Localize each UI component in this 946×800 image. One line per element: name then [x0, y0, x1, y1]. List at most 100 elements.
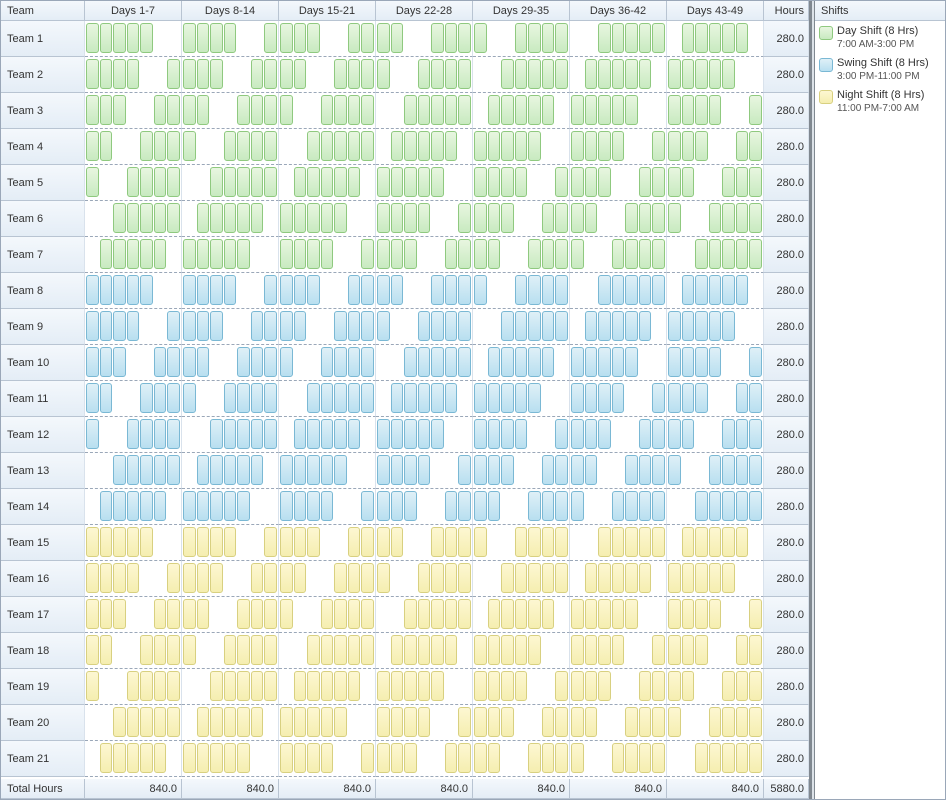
- shift-block[interactable]: [321, 599, 334, 629]
- shift-block[interactable]: [210, 743, 223, 773]
- shift-block[interactable]: [264, 383, 277, 413]
- shift-block[interactable]: [528, 599, 541, 629]
- shift-block[interactable]: [210, 671, 223, 701]
- shift-block[interactable]: [474, 383, 487, 413]
- shift-block[interactable]: [501, 167, 514, 197]
- shift-block[interactable]: [264, 563, 277, 593]
- shift-block[interactable]: [542, 239, 555, 269]
- shift-block[interactable]: [167, 311, 180, 341]
- shift-block[interactable]: [501, 95, 514, 125]
- shift-block[interactable]: [264, 671, 277, 701]
- shift-block[interactable]: [668, 563, 681, 593]
- shift-block[interactable]: [377, 203, 390, 233]
- shift-block[interactable]: [528, 311, 541, 341]
- shift-block[interactable]: [167, 131, 180, 161]
- shift-block[interactable]: [348, 167, 361, 197]
- shift-block[interactable]: [639, 23, 652, 53]
- shift-block[interactable]: [100, 275, 113, 305]
- shift-block[interactable]: [251, 131, 264, 161]
- shift-block[interactable]: [280, 239, 293, 269]
- shift-block[interactable]: [280, 563, 293, 593]
- shift-block[interactable]: [501, 599, 514, 629]
- table-row[interactable]: Team 14280.0: [1, 489, 809, 525]
- shift-block[interactable]: [625, 203, 638, 233]
- shift-block[interactable]: [445, 527, 458, 557]
- shift-block[interactable]: [722, 311, 735, 341]
- shift-block[interactable]: [334, 167, 347, 197]
- shift-block[interactable]: [528, 59, 541, 89]
- shift-block[interactable]: [348, 95, 361, 125]
- shift-block[interactable]: [361, 563, 374, 593]
- shift-block[interactable]: [334, 347, 347, 377]
- shift-block[interactable]: [404, 167, 417, 197]
- shift-block[interactable]: [445, 599, 458, 629]
- shift-block[interactable]: [736, 419, 749, 449]
- shift-block[interactable]: [458, 275, 471, 305]
- shift-block[interactable]: [197, 347, 210, 377]
- shift-block[interactable]: [682, 275, 695, 305]
- shift-block[interactable]: [154, 491, 167, 521]
- shift-block[interactable]: [334, 311, 347, 341]
- shift-block[interactable]: [113, 23, 126, 53]
- shift-block[interactable]: [210, 239, 223, 269]
- shift-block[interactable]: [709, 203, 722, 233]
- shift-block[interactable]: [377, 743, 390, 773]
- table-row[interactable]: Team 1280.0: [1, 21, 809, 57]
- shift-block[interactable]: [100, 635, 113, 665]
- shift-block[interactable]: [167, 167, 180, 197]
- shift-block[interactable]: [474, 635, 487, 665]
- shift-block[interactable]: [294, 23, 307, 53]
- shift-block[interactable]: [474, 167, 487, 197]
- shift-block[interactable]: [361, 635, 374, 665]
- shift-block[interactable]: [361, 311, 374, 341]
- shift-block[interactable]: [749, 491, 762, 521]
- shift-block[interactable]: [639, 707, 652, 737]
- shift-block[interactable]: [154, 671, 167, 701]
- col-header-week[interactable]: Days 1-7: [85, 1, 182, 21]
- shift-block[interactable]: [585, 599, 598, 629]
- shift-block[interactable]: [722, 491, 735, 521]
- shift-block[interactable]: [224, 527, 237, 557]
- shift-block[interactable]: [224, 275, 237, 305]
- table-row[interactable]: Team 20280.0: [1, 705, 809, 741]
- shift-block[interactable]: [183, 527, 196, 557]
- shift-block[interactable]: [264, 419, 277, 449]
- shift-block[interactable]: [197, 95, 210, 125]
- shift-block[interactable]: [140, 743, 153, 773]
- shift-block[interactable]: [571, 491, 584, 521]
- shift-block[interactable]: [197, 599, 210, 629]
- shift-block[interactable]: [404, 203, 417, 233]
- shift-block[interactable]: [474, 131, 487, 161]
- shift-block[interactable]: [542, 23, 555, 53]
- shift-block[interactable]: [625, 239, 638, 269]
- shift-block[interactable]: [612, 131, 625, 161]
- shift-block[interactable]: [736, 455, 749, 485]
- shift-block[interactable]: [197, 455, 210, 485]
- shift-block[interactable]: [585, 635, 598, 665]
- shift-block[interactable]: [86, 167, 99, 197]
- shift-block[interactable]: [571, 131, 584, 161]
- shift-block[interactable]: [528, 383, 541, 413]
- shift-block[interactable]: [251, 167, 264, 197]
- shift-block[interactable]: [598, 635, 611, 665]
- shift-block[interactable]: [307, 275, 320, 305]
- shift-block[interactable]: [183, 347, 196, 377]
- shift-block[interactable]: [515, 275, 528, 305]
- shift-block[interactable]: [307, 635, 320, 665]
- shift-block[interactable]: [639, 491, 652, 521]
- shift-block[interactable]: [210, 419, 223, 449]
- shift-block[interactable]: [210, 203, 223, 233]
- shift-block[interactable]: [100, 311, 113, 341]
- shift-block[interactable]: [113, 203, 126, 233]
- shift-block[interactable]: [404, 239, 417, 269]
- shift-block[interactable]: [418, 131, 431, 161]
- table-row[interactable]: Team 4280.0: [1, 129, 809, 165]
- shift-block[interactable]: [488, 635, 501, 665]
- shift-block[interactable]: [695, 131, 708, 161]
- shift-block[interactable]: [334, 707, 347, 737]
- shift-block[interactable]: [528, 491, 541, 521]
- shift-block[interactable]: [445, 95, 458, 125]
- shift-block[interactable]: [749, 203, 762, 233]
- shift-block[interactable]: [100, 563, 113, 593]
- shift-block[interactable]: [140, 239, 153, 269]
